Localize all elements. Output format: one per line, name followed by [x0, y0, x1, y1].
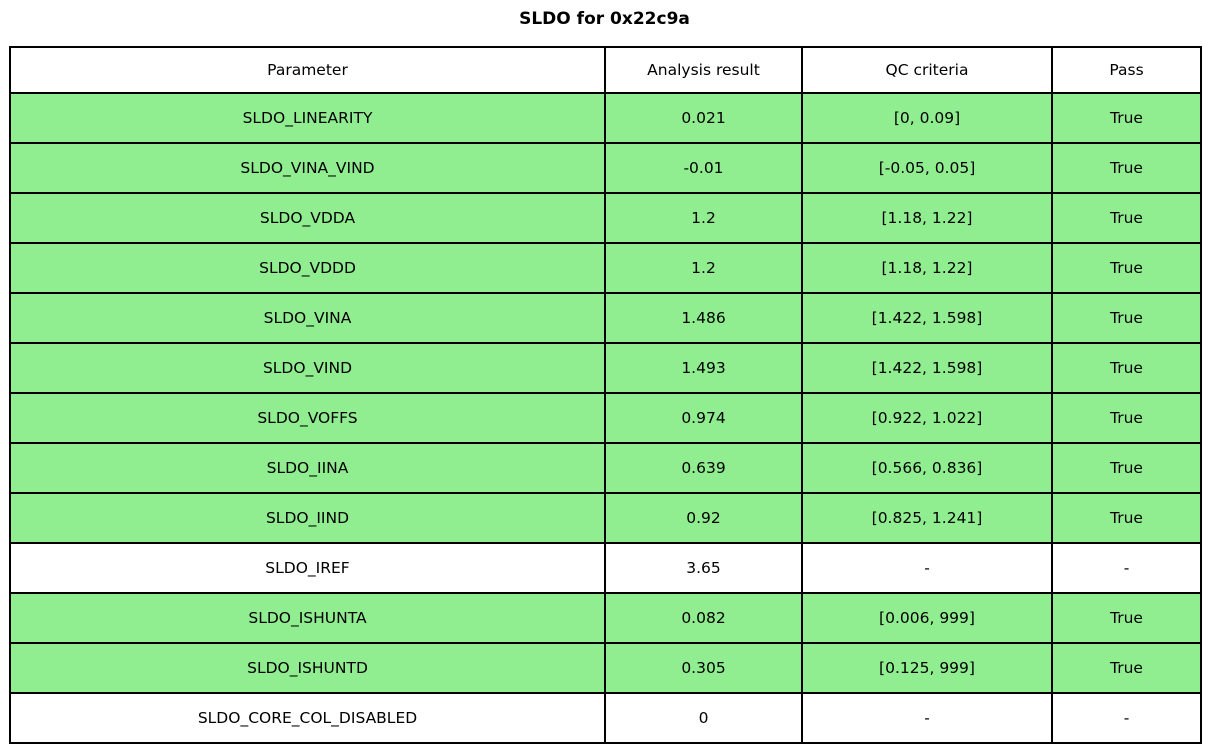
analysis-result-cell: -0.01 [604, 142, 803, 194]
table-row: SLDO_ISHUNTD 0.305 [0.125, 999] True [9, 642, 1202, 694]
pass-cell: True [1051, 642, 1202, 694]
parameter-cell: SLDO_IINA [9, 442, 606, 494]
qc-criteria-cell: [0.825, 1.241] [801, 492, 1053, 544]
analysis-result-cell: 1.2 [604, 242, 803, 294]
table-row: SLDO_VDDD 1.2 [1.18, 1.22] True [9, 242, 1202, 294]
table-row: SLDO_ISHUNTA 0.082 [0.006, 999] True [9, 592, 1202, 644]
qc-criteria-cell: [0.006, 999] [801, 592, 1053, 644]
analysis-result-cell: 0.974 [604, 392, 803, 444]
pass-cell: True [1051, 342, 1202, 394]
table-header-row: Parameter Analysis result QC criteria Pa… [9, 46, 1202, 94]
table-row: SLDO_VDDA 1.2 [1.18, 1.22] True [9, 192, 1202, 244]
analysis-result-cell: 0.639 [604, 442, 803, 494]
table-body: SLDO_LINEARITY 0.021 [0, 0.09] True SLDO_VIN… [9, 92, 1202, 744]
qc-criteria-cell: [0.125, 999] [801, 642, 1053, 694]
parameter-cell: SLDO_IREF [9, 542, 606, 594]
parameter-cell: SLDO_VINA [9, 292, 606, 344]
pass-cell: True [1051, 142, 1202, 194]
parameter-cell: SLDO_LINEARITY [9, 92, 606, 144]
qc-criteria-cell: [1.18, 1.22] [801, 192, 1053, 244]
pass-cell: True [1051, 492, 1202, 544]
pass-cell: True [1051, 92, 1202, 144]
qc-criteria-cell: - [801, 542, 1053, 594]
page-title: SLDO for 0x22c9a [519, 9, 690, 29]
parameter-cell: SLDO_VDDD [9, 242, 606, 294]
pass-cell: True [1051, 242, 1202, 294]
table-row: SLDO_CORE_COL_DISABLED 0- - [9, 692, 1202, 744]
column-header-qc-criteria: QC criteria [801, 46, 1053, 94]
parameter-cell: SLDO_CORE_COL_DISABLED [9, 692, 606, 744]
qc-criteria-cell: [0, 0.09] [801, 92, 1053, 144]
qc-criteria-cell: [-0.05, 0.05] [801, 142, 1053, 194]
parameter-cell: SLDO_VOFFS [9, 392, 606, 444]
table-row: SLDO_LINEARITY 0.021 [0, 0.09] True [9, 92, 1202, 144]
qc-criteria-cell: [0.922, 1.022] [801, 392, 1053, 444]
table-row: SLDO_VIND 1.493 [1.422, 1.598] True [9, 342, 1202, 394]
qc-criteria-cell: [1.422, 1.598] [801, 342, 1053, 394]
parameter-cell: SLDO_IIND [9, 492, 606, 544]
table-row: SLDO_VINA_VIND -0.01 [-0.05, 0.05] True [9, 142, 1202, 194]
pass-cell: True [1051, 292, 1202, 344]
pass-cell: True [1051, 442, 1202, 494]
parameter-cell: SLDO_VDDA [9, 192, 606, 244]
analysis-result-cell: 0.021 [604, 92, 803, 144]
qc-criteria-cell: [0.566, 0.836] [801, 442, 1053, 494]
qc-criteria-cell: [1.18, 1.22] [801, 242, 1053, 294]
pass-cell: True [1051, 392, 1202, 444]
analysis-result-cell: 0.305 [604, 642, 803, 694]
table-row: SLDO_VINA 1.486 [1.422, 1.598] True [9, 292, 1202, 344]
table-row: SLDO_IINA 0.639 [0.566, 0.836] True [9, 442, 1202, 494]
qc-criteria-cell: - [801, 692, 1053, 744]
analysis-result-cell: 0.92 [604, 492, 803, 544]
parameter-cell: SLDO_ISHUNTA [9, 592, 606, 644]
pass-cell: True [1051, 192, 1202, 244]
analysis-result-cell: 0 [604, 692, 803, 744]
parameter-cell: SLDO_VINA_VIND [9, 142, 606, 194]
column-header-pass: Pass [1051, 46, 1202, 94]
qc-criteria-cell: [1.422, 1.598] [801, 292, 1053, 344]
table-row: SLDO_IREF 3.65- - [9, 542, 1202, 594]
parameter-cell: SLDO_ISHUNTD [9, 642, 606, 694]
table-row: SLDO_VOFFS 0.974 [0.922, 1.022] True [9, 392, 1202, 444]
table-row: SLDO_IIND 0.92 [0.825, 1.241] True [9, 492, 1202, 544]
analysis-result-cell: 1.486 [604, 292, 803, 344]
pass-cell: True [1051, 592, 1202, 644]
analysis-result-cell: 1.493 [604, 342, 803, 394]
pass-cell: - [1051, 692, 1202, 744]
analysis-result-cell: 0.082 [604, 592, 803, 644]
parameter-cell: SLDO_VIND [9, 342, 606, 394]
pass-cell: - [1051, 542, 1202, 594]
column-header-parameter: Parameter [9, 46, 606, 94]
analysis-result-cell: 1.2 [604, 192, 803, 244]
column-header-analysis-result: Analysis result [604, 46, 803, 94]
qc-results-table: Parameter Analysis result QC criteria Pa… [9, 46, 1202, 744]
analysis-result-cell: 3.65 [604, 542, 803, 594]
